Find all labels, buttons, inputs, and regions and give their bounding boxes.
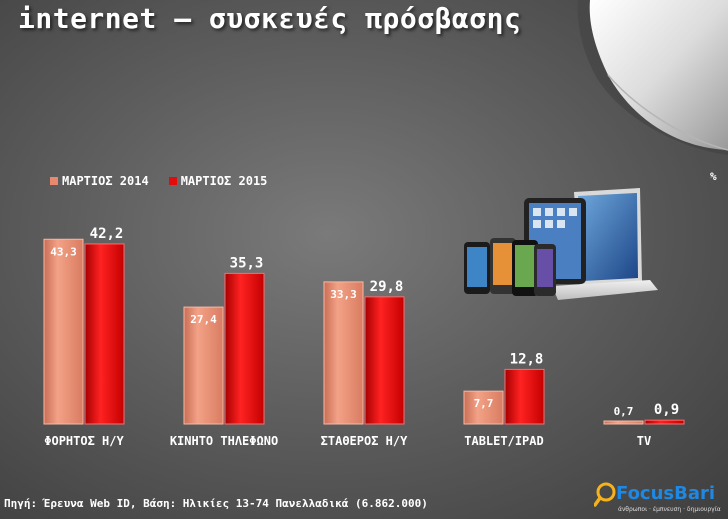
data-label-2015-3: 12,8: [510, 351, 544, 367]
legend-swatch-2015: [168, 177, 177, 185]
legend-label-2015: ΜΑΡΤΙΟΣ 2015: [180, 174, 268, 188]
page-title: internet – συσκευές πρόσβασης: [18, 2, 522, 35]
category-label-2: ΣΤΑΘΕΡΟΣ Η/Υ: [321, 434, 408, 448]
bar-2015-0: [84, 243, 125, 425]
unit-label: %: [710, 170, 717, 183]
category-label-4: TV: [637, 434, 651, 448]
legend-item-2014: ΜΑΡΤΙΟΣ 2014: [50, 174, 149, 188]
bar-2015-1: [224, 272, 265, 425]
legend-item-2015: ΜΑΡΤΙΟΣ 2015: [168, 174, 268, 188]
data-label-2014-4: 0,7: [614, 405, 634, 418]
bar-2014-3: [463, 390, 504, 425]
legend-swatch-2014: [50, 177, 58, 185]
data-label-2014-2: 33,3: [330, 288, 357, 301]
logo-name: FocusBari: [616, 483, 715, 504]
bar-2014-2: [323, 281, 364, 425]
data-label-2015-0: 42,2: [90, 226, 124, 242]
focusbari-logo: FocusBari άνθρωποι · έμπνευση · δημιουργ…: [594, 482, 721, 513]
data-label-2014-0: 43,3: [50, 245, 77, 258]
bar-2014-4: [603, 420, 644, 425]
legend-label-2014: ΜΑΡΤΙΟΣ 2014: [62, 174, 149, 188]
bar-2015-2: [364, 296, 405, 425]
bar-2015-4: [644, 419, 685, 425]
data-label-2015-4: 0,9: [654, 402, 679, 418]
category-label-3: TABLET/IPAD: [464, 434, 543, 448]
bar-2015-3: [504, 368, 545, 425]
bar-2014-0: [43, 238, 84, 425]
devices-illustration-icon: [464, 188, 658, 300]
logo-tagline: άνθρωποι · έμπνευση · δημιουργία: [618, 506, 721, 513]
category-label-0: ΦΟΡΗΤΟΣ Η/Υ: [44, 434, 124, 448]
data-label-2014-1: 27,4: [190, 313, 217, 326]
source-footnote: Πηγή: Έρευνα Web ID, Βάση: Ηλικίες 13-74…: [4, 497, 428, 510]
page-curl-icon: [577, 0, 728, 155]
data-label-2015-1: 35,3: [230, 255, 264, 271]
bar-2014-1: [183, 306, 224, 425]
category-label-1: ΚΙΝΗΤΟ ΤΗΛΕΦΩΝΟ: [170, 434, 278, 448]
data-label-2014-3: 7,7: [474, 397, 494, 410]
data-label-2015-2: 29,8: [370, 279, 404, 295]
chart-legend: ΜΑΡΤΙΟΣ 2014 ΜΑΡΤΙΟΣ 2015: [50, 174, 267, 188]
